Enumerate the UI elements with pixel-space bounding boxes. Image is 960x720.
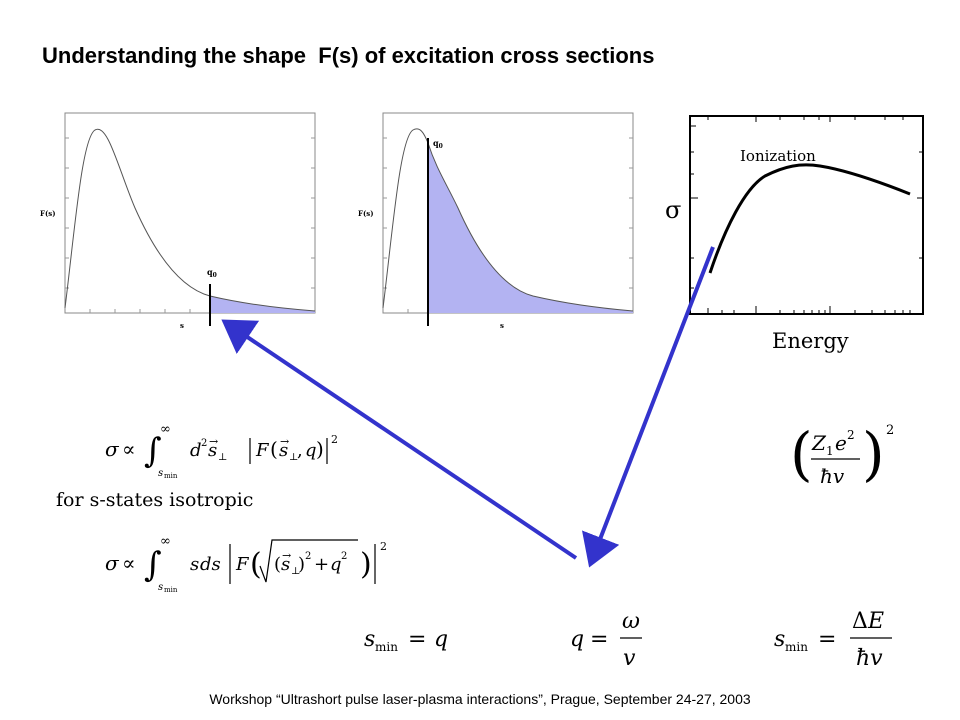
svg-text:2: 2 xyxy=(201,438,207,449)
plot-right-ylabel: σ xyxy=(665,196,681,224)
svg-text:min: min xyxy=(164,586,178,594)
svg-text:(: ( xyxy=(274,554,281,575)
svg-text:⊥: ⊥ xyxy=(218,452,227,463)
svg-text:F: F xyxy=(235,554,250,575)
svg-text:2: 2 xyxy=(380,540,387,553)
svg-text:): ) xyxy=(360,547,372,582)
plot-right-ticks xyxy=(690,116,923,314)
svg-text:d: d xyxy=(190,440,202,461)
svg-text:(: ( xyxy=(790,420,813,488)
svg-text:∫: ∫ xyxy=(144,545,162,585)
plot-mid: q0 F(s) s xyxy=(358,112,634,330)
svg-text:s: s xyxy=(208,440,217,461)
svg-text:⊥: ⊥ xyxy=(291,566,300,577)
svg-text:2: 2 xyxy=(341,551,347,562)
svg-text:min: min xyxy=(375,640,398,654)
svg-text:∫: ∫ xyxy=(144,431,162,471)
plot-right-curve-label: Ionization xyxy=(740,147,816,165)
plot-right-curve xyxy=(708,163,911,274)
s-states-note: for s-states isotropic xyxy=(56,489,254,511)
svg-text:s: s xyxy=(158,582,163,593)
svg-text:∞: ∞ xyxy=(160,534,171,549)
plot-mid-q0-label: q0 xyxy=(433,138,443,150)
svg-text:s: s xyxy=(281,554,290,575)
plot-right: Ionization σ Energy xyxy=(665,115,924,353)
svg-text:Z: Z xyxy=(811,431,827,455)
svg-text:⊥: ⊥ xyxy=(289,452,298,463)
svg-text:1: 1 xyxy=(826,444,834,458)
plot-left-ylabel: F(s) xyxy=(40,209,56,218)
slide-title: Understanding the shape F(s) of excitati… xyxy=(42,43,655,68)
svg-text:→: → xyxy=(282,549,291,562)
svg-text:v: v xyxy=(623,646,636,671)
svg-text:(: ( xyxy=(270,437,278,461)
svg-text:s: s xyxy=(279,440,288,461)
equation-prefactor: ( Z 1 e 2 ħv ) 2 xyxy=(790,420,894,488)
svg-text:s: s xyxy=(158,468,163,479)
svg-text:): ) xyxy=(298,554,305,575)
equation-cross-section-general: σ ∝ ∫ ∞ s min d 2 s → ⊥ F ( s → ⊥ , q ) … xyxy=(105,422,338,480)
plot-left-q0-label: q0 xyxy=(207,267,217,279)
plot-left-xlabel: s xyxy=(180,321,184,330)
svg-text:2: 2 xyxy=(305,551,311,562)
svg-text:ħv: ħv xyxy=(820,464,845,488)
svg-text:+: + xyxy=(314,554,329,575)
svg-text:∝: ∝ xyxy=(122,437,136,461)
svg-text:,: , xyxy=(297,440,303,461)
svg-text:Δ: Δ xyxy=(852,609,868,634)
arrow-to-bottom-q xyxy=(581,246,715,568)
svg-text:): ) xyxy=(862,420,885,488)
svg-text:): ) xyxy=(316,437,324,461)
svg-text:(: ( xyxy=(250,547,262,582)
footer-workshop-info: Workshop “Ultrashort pulse laser-plasma … xyxy=(209,691,751,707)
svg-text:F: F xyxy=(255,440,270,461)
svg-text:E: E xyxy=(867,609,884,634)
plot-right-frame xyxy=(689,115,924,315)
svg-text:→: → xyxy=(209,435,218,448)
svg-text:q: q xyxy=(570,627,584,652)
svg-text:ds: ds xyxy=(200,554,221,575)
svg-text:e: e xyxy=(835,431,847,455)
equation-q-equals-omega-over-v: q = ω v xyxy=(570,609,642,671)
svg-text:=: = xyxy=(408,627,426,652)
svg-text:=: = xyxy=(590,627,608,652)
svg-text:2: 2 xyxy=(886,423,894,438)
arrow-to-left-plot xyxy=(221,319,578,560)
svg-text:=: = xyxy=(818,627,836,652)
svg-text:q: q xyxy=(434,627,448,652)
plot-mid-ylabel: F(s) xyxy=(358,209,374,218)
svg-text:min: min xyxy=(164,472,178,480)
svg-text:s: s xyxy=(774,627,785,652)
equation-smin-equals-q: s min = q xyxy=(364,627,448,654)
svg-text:2: 2 xyxy=(847,428,855,442)
equation-cross-section-s-states: σ ∝ ∫ ∞ s min s ds F ( ( s → ⊥ ) 2 + q 2… xyxy=(105,534,387,594)
plot-mid-xlabel: s xyxy=(500,321,504,330)
svg-text:min: min xyxy=(785,640,808,654)
svg-text:σ: σ xyxy=(105,437,120,461)
svg-text:ħv: ħv xyxy=(856,646,883,671)
plot-left: q0 F(s) s xyxy=(40,112,316,330)
svg-text:ω: ω xyxy=(622,609,640,634)
svg-text:q: q xyxy=(305,440,317,461)
svg-text:s: s xyxy=(364,627,375,652)
plot-right-xlabel: Energy xyxy=(772,329,849,353)
svg-text:σ: σ xyxy=(105,551,120,575)
equation-smin-equals-deltaE-over-hbar-v: s min = Δ E ħv xyxy=(774,609,892,671)
svg-text:∞: ∞ xyxy=(160,422,171,437)
svg-text:q: q xyxy=(330,554,342,575)
plot-mid-curve xyxy=(382,128,634,312)
plot-left-curve xyxy=(64,128,316,312)
svg-text:→: → xyxy=(280,435,289,448)
svg-text:s: s xyxy=(190,554,199,575)
plot-mid-shaded-area xyxy=(428,143,633,313)
svg-text:2: 2 xyxy=(331,433,338,446)
svg-text:∝: ∝ xyxy=(122,551,136,575)
